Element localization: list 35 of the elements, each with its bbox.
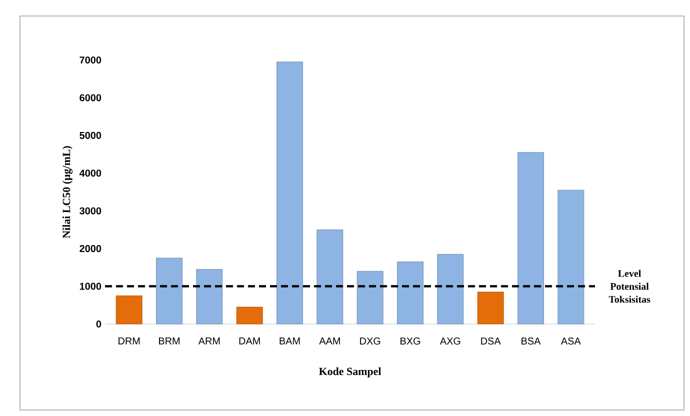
bar [316, 230, 344, 324]
x-tick-label: BSA [522, 338, 541, 345]
bar [397, 262, 424, 324]
x-tick-label: BRM [159, 338, 180, 344]
y-tick-label: 5000 [80, 132, 102, 139]
x-tick-label: BXG [400, 338, 420, 345]
ref-line-label: Level Potensial Toksisitas [608, 270, 650, 303]
y-tick-label: 1000 [80, 282, 102, 290]
bar [356, 271, 384, 324]
bar [196, 269, 223, 324]
bar [558, 190, 584, 324]
x-tick-label: ASA [560, 338, 581, 345]
bar [236, 306, 263, 324]
x-tick-label: ARM [198, 338, 220, 344]
y-tick-label: 2000 [80, 245, 102, 252]
bar [518, 152, 544, 324]
bar [477, 292, 504, 324]
x-tick-label: DRM [118, 338, 140, 344]
bar [276, 62, 303, 324]
y-tick-label: 6000 [80, 94, 102, 102]
y-tick-label: 0 [96, 320, 102, 328]
x-axis-title: Kode Sampel [318, 367, 382, 378]
x-tick-label: BAM [280, 338, 300, 344]
x-tick-label: AAM [319, 338, 340, 344]
y-tick-label: 7000 [80, 56, 102, 64]
y-tick-label: 3000 [80, 207, 102, 214]
bar [437, 254, 464, 324]
bar [116, 296, 142, 324]
x-tick-label: AXG [440, 338, 460, 345]
y-axis-title: Nilai LC50 (µg/mL) [62, 146, 72, 238]
x-tick-label: DXG [360, 338, 380, 345]
bar [156, 258, 182, 324]
x-tick-label: DAM [239, 338, 260, 344]
x-tick-label: DSA [481, 338, 501, 345]
y-tick-label: 4000 [79, 170, 102, 177]
